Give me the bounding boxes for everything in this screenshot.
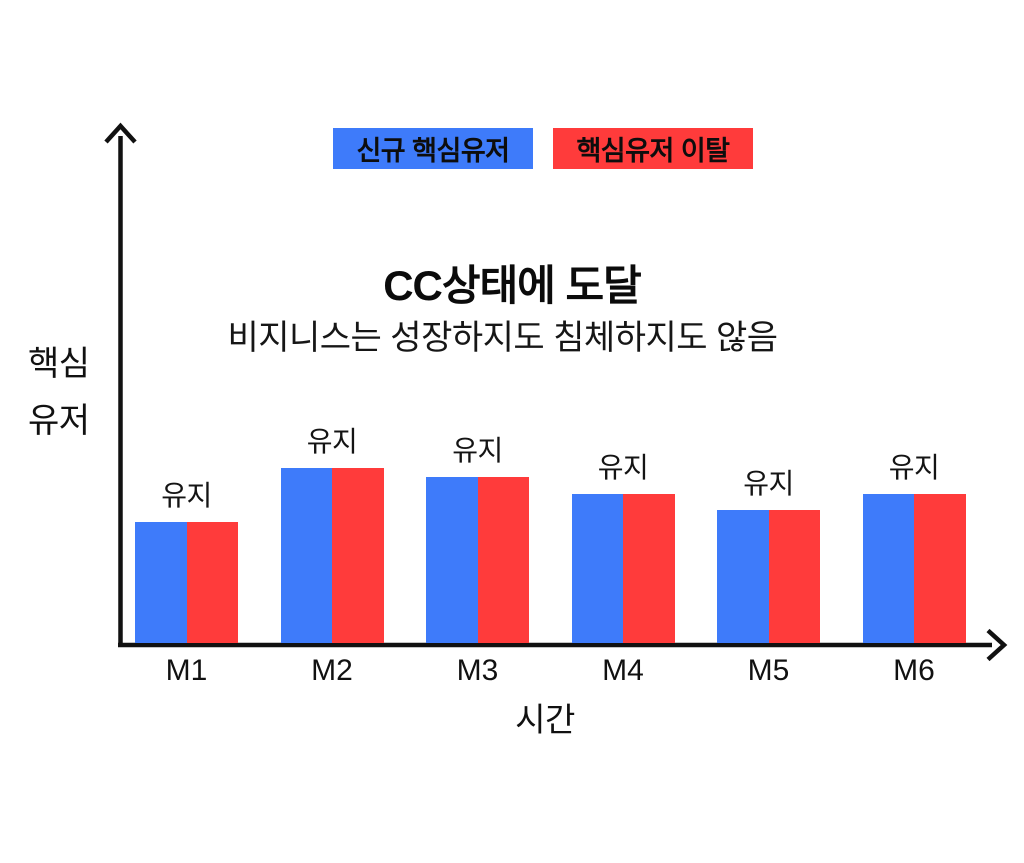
x-axis-label: 시간 [515, 701, 575, 738]
bar-group-m6: 유지 [862, 452, 966, 643]
bar-m5-core-user-churn [768, 510, 820, 643]
bar-m1-new-core-users [135, 522, 187, 643]
legend-item-core-user-churn: 핵심유저 이탈 [553, 128, 753, 169]
bar-annotation-m3: 유지 [452, 435, 503, 466]
y-axis-arrow-icon [104, 122, 137, 144]
chart-subtitle: 비지니스는 성장하지도 침체하지도 않음 [227, 319, 778, 357]
x-tick-label-m5: M5 [747, 654, 790, 687]
bar-annotation-m6: 유지 [888, 452, 940, 483]
bar-m2-new-core-users [280, 468, 332, 643]
x-tick-label-m1: M1 [165, 654, 208, 687]
bar-group-m2: 유지 [280, 426, 384, 643]
bar-m4-new-core-users [571, 494, 623, 643]
legend-label-new-core-users: 신규 핵심유저 [356, 136, 510, 166]
x-tick-label-m3: M3 [456, 654, 499, 687]
bar-m4-core-user-churn [623, 494, 675, 643]
bar-m2-core-user-churn [332, 468, 384, 643]
bar-m6-core-user-churn [914, 494, 966, 643]
bar-group-m1: 유지 [135, 480, 238, 643]
bar-group-m5: 유지 [717, 468, 820, 643]
bar-m6-new-core-users [862, 494, 914, 643]
x-tick-label-m4: M4 [602, 654, 644, 687]
x-tick-label-m2: M2 [311, 654, 353, 687]
bar-m3-core-user-churn [477, 477, 529, 643]
x-axis-arrow-icon [986, 628, 1008, 662]
chart-title: CC상태에 도달 [383, 262, 642, 309]
bar-annotation-m1: 유지 [161, 480, 212, 511]
x-tick-label-m6: M6 [893, 654, 935, 687]
y-axis-label: 핵심 유저 [28, 336, 90, 450]
bar-m3-new-core-users [426, 477, 478, 643]
legend-label-core-user-churn: 핵심유저 이탈 [576, 136, 730, 166]
bar-annotation-m5: 유지 [743, 468, 794, 499]
y-axis-label-line2: 유저 [28, 402, 90, 440]
bar-group-m3: 유지 [426, 435, 529, 643]
bar-m5-new-core-users [717, 510, 769, 643]
y-axis-label-line1: 핵심 [28, 345, 90, 383]
bar-group-m4: 유지 [571, 452, 675, 643]
bar-annotation-m4: 유지 [597, 452, 649, 483]
legend-item-new-core-users: 신규 핵심유저 [333, 128, 533, 169]
bar-m1-core-user-churn [186, 522, 238, 643]
bar-annotation-m2: 유지 [306, 426, 358, 457]
